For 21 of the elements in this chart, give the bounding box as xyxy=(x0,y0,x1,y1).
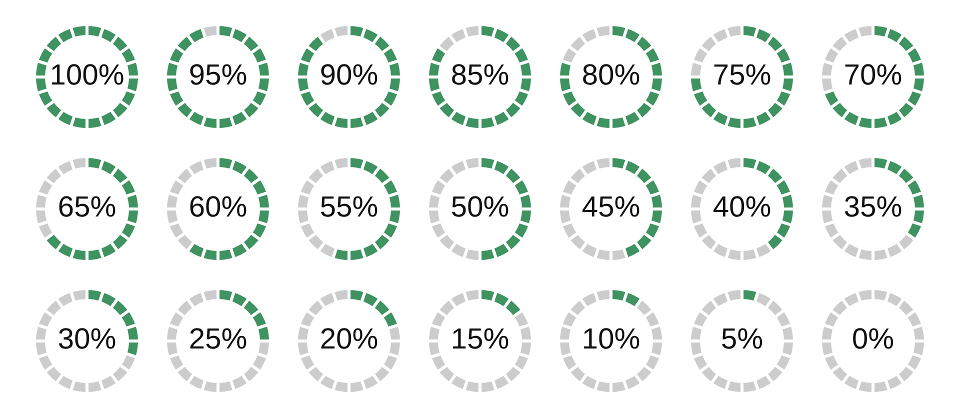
text: 0% xyxy=(853,328,894,349)
text: 10% xyxy=(584,328,640,349)
text: 95% xyxy=(190,64,246,85)
text: 35% xyxy=(844,196,902,217)
text: 30% xyxy=(58,328,116,349)
text: 5% xyxy=(722,328,762,349)
text: 50% xyxy=(452,196,508,217)
text: 55% xyxy=(320,196,378,217)
text: 80% xyxy=(583,64,640,85)
text: 100% xyxy=(52,64,124,85)
text: 75% xyxy=(714,64,770,85)
text: 45% xyxy=(582,196,640,217)
text: 20% xyxy=(321,328,378,349)
text: 40% xyxy=(713,196,770,217)
text: 90% xyxy=(321,64,378,85)
text: 60% xyxy=(190,196,246,217)
text: 15% xyxy=(453,328,508,349)
text: 65% xyxy=(59,196,116,217)
text: 25% xyxy=(190,328,246,349)
text: 85% xyxy=(452,64,508,85)
text: 70% xyxy=(845,64,902,85)
